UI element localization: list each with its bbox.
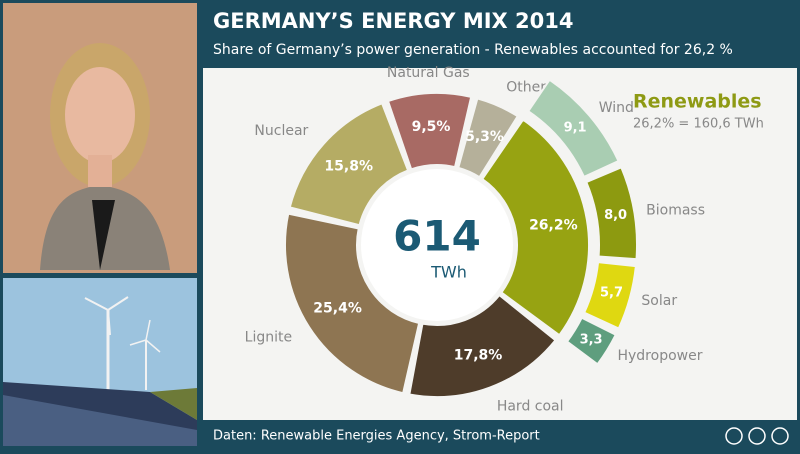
- value-label: 9,5%: [412, 119, 451, 135]
- value-label: 26,2%: [529, 217, 578, 233]
- value-label: 5,3%: [465, 129, 504, 145]
- renewables-heading: Renewables: [633, 91, 762, 113]
- renewables-category-label: Solar: [641, 293, 677, 309]
- value-label: 25,4%: [313, 301, 362, 317]
- category-label: Natural Gas: [387, 65, 470, 81]
- renewables-segment: [565, 316, 618, 366]
- renewables-value-label: 3,3: [580, 332, 603, 347]
- donut-segment: [386, 92, 473, 171]
- renewables-category-label: Biomass: [646, 202, 705, 218]
- renewables-category-label: Hydropower: [617, 348, 702, 364]
- source: Daten: Renewable Energies Agency, Strom-…: [213, 429, 540, 444]
- donut-segment: [284, 212, 421, 395]
- renewables-value-label: 9,1: [564, 120, 587, 135]
- center-disc: [361, 169, 513, 321]
- renewables-value-label: 8,0: [604, 208, 627, 223]
- category-label: Nuclear: [254, 123, 308, 139]
- title: GERMANY’S ENERGY MIX 2014: [213, 9, 574, 33]
- subtitle: Share of Germany’s power generation - Re…: [213, 42, 733, 58]
- renewables-category-label: Wind: [599, 100, 634, 116]
- value-label: 17,8%: [454, 348, 503, 364]
- center-unit: TWh: [430, 263, 467, 282]
- donut-segment: [480, 118, 590, 337]
- center-value: 614: [393, 212, 481, 261]
- license-icons: [725, 427, 789, 445]
- renewables-segment: [582, 261, 637, 330]
- category-label: Hard coal: [497, 398, 564, 414]
- renewables-note: 26,2% = 160,6 TWh: [633, 117, 764, 132]
- portrait-photo: [3, 3, 197, 273]
- value-label: 15,8%: [324, 159, 373, 175]
- donut-segment: [288, 101, 410, 227]
- renewables-value-label: 5,7: [600, 285, 623, 300]
- category-label: Lignite: [245, 330, 292, 346]
- landscape-photo: [3, 278, 197, 446]
- donut-segment: [457, 97, 520, 179]
- renewables-segment: [526, 78, 620, 179]
- renewables-segment: [584, 166, 638, 261]
- donut-segment: [408, 293, 557, 398]
